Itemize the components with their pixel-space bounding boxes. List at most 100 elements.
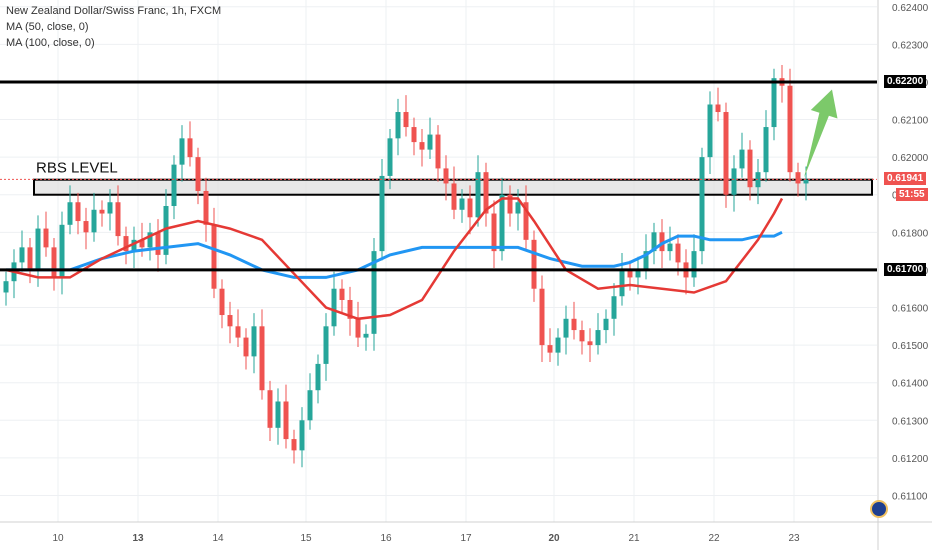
time-tick-label: 21 — [628, 533, 640, 544]
candle-body — [331, 288, 337, 327]
candle-body — [251, 326, 257, 357]
candle-body — [675, 243, 681, 263]
candle-body — [459, 198, 465, 210]
candle-body — [707, 104, 713, 158]
candle-body — [747, 149, 753, 188]
candle-body — [339, 288, 345, 300]
candle-body — [587, 341, 593, 346]
candle-body — [523, 202, 529, 240]
candle-body — [363, 333, 369, 338]
price-tick-label: 0.62300 — [892, 40, 929, 51]
candle-body — [3, 281, 9, 293]
candle-body — [699, 157, 705, 252]
candle-body — [427, 134, 433, 150]
candle-body — [595, 330, 601, 346]
candle-body — [739, 149, 745, 169]
candle-body — [579, 330, 585, 342]
candle-body — [235, 326, 241, 338]
candle-body — [227, 315, 233, 327]
candle-body — [403, 112, 409, 128]
ma-100-line — [6, 230, 783, 279]
candle-body — [539, 288, 545, 346]
candle-body — [379, 175, 385, 252]
candle-body — [315, 363, 321, 391]
candle-body — [107, 202, 113, 214]
candle-body — [531, 239, 537, 289]
ma-50-line — [5, 197, 784, 321]
candle-body — [51, 247, 57, 278]
bullish-arrow-icon — [804, 89, 838, 178]
candle-body — [299, 420, 305, 451]
candle-body — [259, 326, 265, 391]
candle-body — [59, 224, 65, 278]
symbol-title: New Zealand Dollar/Swiss Franc, 1h, FXCM — [6, 5, 222, 17]
time-tick-label: 17 — [460, 533, 472, 544]
candle-body — [283, 401, 289, 440]
candle-body — [75, 202, 81, 222]
candle-body — [571, 318, 577, 331]
time-tick-label: 14 — [212, 533, 224, 544]
time-tick-label: 10 — [52, 533, 64, 544]
candle-body — [771, 78, 777, 128]
time-tick-label: 13 — [132, 533, 144, 544]
candle-body — [387, 138, 393, 176]
candle-body — [475, 172, 481, 218]
candle-body — [731, 168, 737, 195]
candle-body — [139, 239, 145, 248]
candle-body — [323, 326, 329, 364]
candle-body — [267, 390, 273, 428]
candle-body — [467, 198, 473, 218]
candle-body — [123, 236, 129, 252]
candle-body — [443, 168, 449, 184]
time-axis-labels: 10 13 14 15 16 17 20 21 22 23 — [52, 533, 800, 544]
price-tick-label: 0.61500 — [892, 341, 929, 352]
candle-body — [619, 269, 625, 297]
candlestick-series — [3, 65, 809, 468]
candle-body — [507, 194, 513, 214]
candle-body — [563, 318, 569, 338]
candle-body — [291, 439, 297, 451]
price-tick-label: 0.61200 — [892, 454, 929, 465]
candle-body — [131, 239, 137, 252]
candle-body — [67, 202, 73, 225]
candle-body — [243, 337, 249, 357]
candle-body — [715, 104, 721, 113]
candle-body — [491, 213, 497, 252]
candle-body — [395, 112, 401, 139]
candle-body — [451, 183, 457, 210]
candle-body — [187, 138, 193, 158]
candle-body — [171, 164, 177, 207]
candle-body — [27, 247, 33, 270]
time-tick-label: 20 — [548, 533, 560, 544]
candle-body — [643, 251, 649, 270]
candle-body — [411, 127, 417, 143]
price-tick-label: 0.61400 — [892, 379, 929, 390]
ma-100-legend: MA (100, close, 0) — [6, 37, 95, 49]
price-tag-current: 0.61941 — [884, 172, 927, 186]
candle-body — [19, 247, 25, 263]
candle-body — [627, 269, 633, 278]
candle-body — [115, 202, 121, 237]
candle-body — [275, 401, 281, 428]
price-tick-label: 0.61100 — [892, 491, 928, 502]
rbs-level-label: RBS LEVEL — [36, 160, 118, 177]
nz-flag-icon — [870, 500, 888, 518]
candle-body — [787, 85, 793, 173]
candle-body — [515, 202, 521, 214]
bar-countdown-tag: 51:55 — [896, 188, 928, 202]
candle-body — [483, 172, 489, 214]
candle-body — [43, 228, 49, 248]
candle-body — [611, 296, 617, 319]
price-tick-label: 0.62100 — [892, 116, 929, 127]
candle-body — [803, 179, 809, 184]
candle-body — [99, 209, 105, 214]
candle-body — [555, 337, 561, 353]
candle-body — [83, 221, 89, 233]
candle-body — [155, 232, 161, 255]
candle-body — [219, 288, 225, 316]
candle-body — [723, 112, 729, 195]
price-tick-label: 0.61600 — [892, 304, 929, 315]
candle-body — [691, 251, 697, 278]
candle-body — [603, 318, 609, 331]
